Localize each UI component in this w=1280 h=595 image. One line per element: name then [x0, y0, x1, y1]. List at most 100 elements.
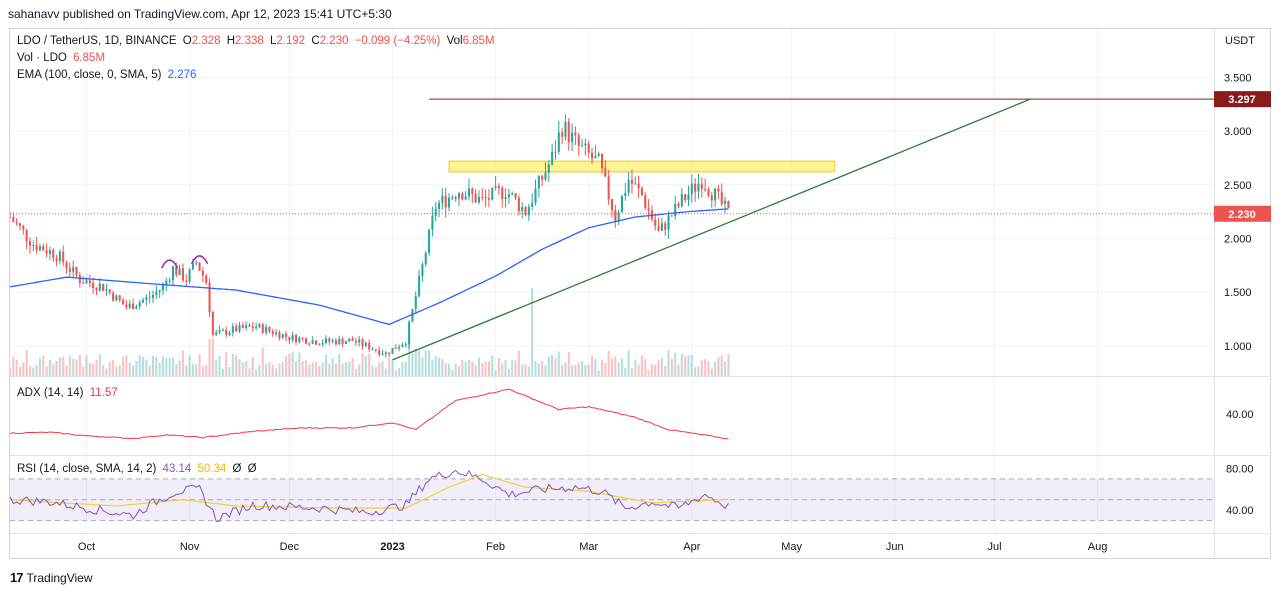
- volume-bar: [487, 361, 490, 376]
- candle-body: [334, 340, 337, 345]
- close-value: 2.230: [319, 35, 349, 47]
- candle-body: [378, 350, 381, 355]
- candle-body: [438, 202, 441, 209]
- volume-bar: [22, 362, 25, 376]
- rsi-legend-extra-1: Ø: [232, 463, 242, 475]
- candle-body: [145, 297, 148, 301]
- candle-body: [431, 215, 434, 230]
- volume-bar: [654, 364, 657, 376]
- volume-bar: [428, 350, 431, 376]
- volume-bar: [351, 357, 354, 376]
- candle-body: [338, 338, 341, 345]
- volume-bar: [531, 288, 534, 376]
- volume-bar: [471, 361, 474, 376]
- volume-bar: [594, 359, 597, 376]
- adx-line: [10, 388, 729, 440]
- drawings: [10, 98, 1214, 361]
- volume-bar: [408, 334, 411, 376]
- volume-bar: [215, 359, 218, 376]
- volume-bar: [700, 360, 703, 376]
- candle-body: [581, 145, 584, 147]
- volume-bar: [697, 366, 700, 376]
- volume-bar: [58, 357, 61, 376]
- volume-bar: [132, 365, 135, 376]
- candle-body: [132, 303, 135, 309]
- candle-body: [52, 250, 55, 259]
- volume-bar: [607, 350, 610, 376]
- candle-body: [494, 186, 497, 188]
- volume-bar: [78, 354, 81, 376]
- volume-bar: [710, 368, 713, 376]
- volume-bar: [314, 361, 318, 376]
- volume-bar: [574, 364, 577, 376]
- volume-bar: [637, 364, 640, 376]
- chart-frame[interactable]: [9, 28, 1271, 559]
- volume-bar: [714, 361, 717, 376]
- volume-bar: [687, 355, 690, 376]
- volume-bar: [444, 363, 447, 376]
- candle-body: [235, 326, 238, 332]
- candle-body: [444, 195, 447, 208]
- rsi-legend[interactable]: RSI (14, close, SMA, 14, 2) 43.14 50.34 …: [17, 463, 260, 475]
- volume-bar: [477, 357, 480, 376]
- time-tick-label: Apr: [683, 541, 700, 553]
- volume-bar: [15, 360, 18, 376]
- candle-body: [551, 151, 554, 165]
- candle-body: [228, 332, 231, 335]
- symbol-name: LDO / TetherUS, 1D, BINANCE: [17, 35, 177, 47]
- candle-body: [388, 352, 391, 354]
- volume-bar: [118, 365, 121, 376]
- volume-bar: [95, 360, 98, 376]
- volume-bar: [258, 365, 261, 376]
- candle-body: [328, 338, 331, 342]
- candle-body: [464, 196, 467, 200]
- volume-bar: [404, 361, 407, 376]
- candle-body: [667, 215, 670, 230]
- tradingview-logo[interactable]: 17 TradingView: [10, 570, 93, 585]
- volume-bar: [38, 358, 41, 376]
- volume-legend[interactable]: Vol · LDO 6.85M: [17, 52, 108, 64]
- candle-body: [361, 339, 364, 346]
- adx-legend[interactable]: ADX (14, 14) 11.57: [17, 387, 121, 399]
- adx-tick-label: 40.00: [1226, 409, 1254, 421]
- volume-bar: [694, 367, 697, 376]
- volume-bar: [298, 352, 301, 376]
- candle-body: [225, 329, 228, 335]
- time-tick-label: Jul: [987, 541, 1001, 553]
- candle-body: [58, 251, 61, 261]
- volume-bar: [454, 364, 457, 376]
- symbol-legend[interactable]: LDO / TetherUS, 1D, BINANCE O2.328 H2.33…: [17, 35, 498, 47]
- candle-body: [295, 334, 298, 343]
- candle-body: [461, 193, 464, 200]
- volume-bar: [348, 361, 351, 376]
- candle-body: [201, 270, 204, 276]
- rsi-line: [9, 469, 729, 522]
- candle-body: [501, 188, 504, 200]
- candle-body: [471, 188, 474, 194]
- candle-body: [381, 353, 384, 355]
- candle-body: [398, 346, 401, 349]
- volume-bar: [122, 356, 125, 376]
- rsi-legend-label: RSI (14, close, SMA, 14, 2): [17, 463, 157, 475]
- candle-body: [128, 303, 131, 308]
- candle-body: [195, 262, 198, 264]
- ema-legend[interactable]: EMA (100, close, 0, SMA, 5) 2.276: [17, 69, 199, 81]
- adx-legend-value: 11.57: [89, 387, 118, 399]
- candle-body: [394, 348, 397, 350]
- volume-bar: [684, 356, 687, 376]
- candle-body: [165, 280, 168, 286]
- volume-bar: [155, 357, 158, 376]
- candle-body: [321, 342, 324, 345]
- volume-bar: [474, 364, 477, 376]
- volume-bar: [42, 355, 45, 376]
- candle-body: [594, 155, 597, 159]
- candle-body: [418, 275, 421, 297]
- volume-bar: [494, 370, 497, 376]
- low-value: 2.192: [276, 35, 306, 47]
- candle-body: [271, 331, 274, 335]
- volume-bar: [158, 362, 161, 376]
- candle-body: [258, 324, 261, 328]
- candle-body: [22, 226, 25, 230]
- volume-bar: [205, 364, 208, 376]
